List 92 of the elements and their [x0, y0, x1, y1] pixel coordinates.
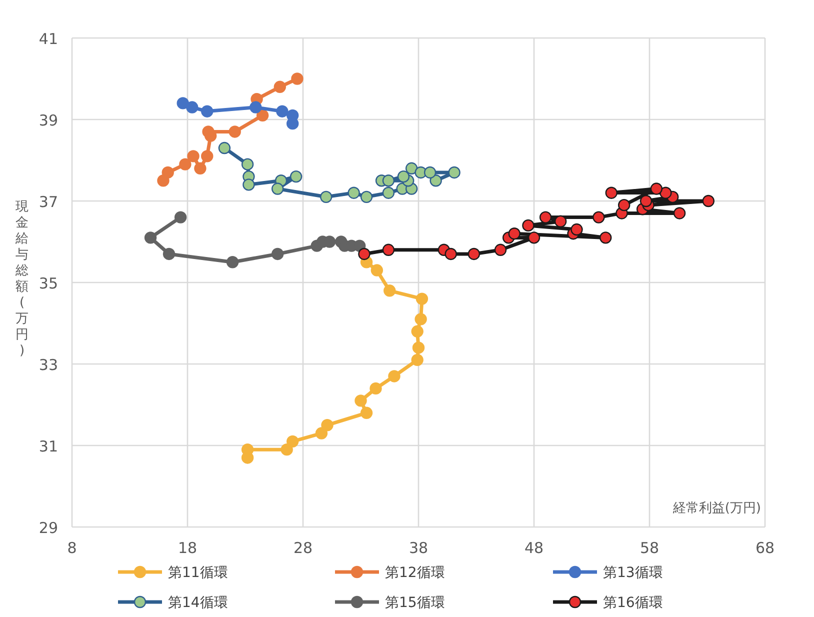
point — [321, 419, 334, 432]
point — [271, 182, 284, 195]
point — [202, 126, 214, 138]
y-tick-label: 39 — [38, 112, 58, 130]
point — [280, 443, 293, 456]
point — [414, 313, 427, 326]
point — [411, 354, 424, 366]
point — [290, 170, 302, 183]
point — [320, 190, 332, 204]
point — [508, 228, 520, 240]
point — [315, 427, 328, 440]
point — [640, 194, 652, 208]
point — [448, 166, 460, 179]
point — [522, 219, 534, 232]
point — [370, 382, 382, 395]
point — [468, 248, 480, 260]
point — [276, 105, 288, 118]
legend-label: 第13循環 — [603, 565, 663, 581]
point — [201, 150, 214, 162]
point — [176, 97, 189, 110]
point — [370, 264, 384, 276]
point — [174, 211, 187, 224]
point — [194, 162, 206, 174]
point — [554, 215, 567, 228]
point — [650, 182, 663, 195]
y-tick-label: 35 — [38, 274, 58, 292]
point — [600, 232, 612, 244]
point — [388, 370, 400, 382]
point — [348, 186, 360, 199]
x-tick-label: 8 — [67, 539, 77, 557]
y-tick-label: 31 — [38, 438, 58, 456]
x-tick-label: 58 — [640, 539, 660, 557]
point — [416, 292, 428, 305]
legend-label: 第12循環 — [385, 565, 445, 581]
legend-label: 第14循環 — [168, 595, 228, 611]
point — [397, 170, 410, 183]
point — [494, 244, 507, 256]
point — [592, 211, 605, 224]
point — [241, 158, 254, 170]
y-tick-label: 33 — [38, 356, 58, 374]
x-tick-label: 48 — [524, 539, 544, 557]
point — [201, 105, 214, 118]
legend-label: 第16循環 — [603, 595, 663, 611]
point — [218, 142, 231, 154]
x-axis-title: 経常利益(万円) — [672, 501, 761, 516]
y-tick-label: 29 — [38, 519, 58, 537]
point — [618, 198, 630, 212]
point — [228, 126, 241, 138]
point — [354, 394, 367, 407]
legend-label: 第11循環 — [168, 565, 228, 581]
point — [179, 158, 192, 170]
point — [256, 109, 269, 122]
point — [186, 101, 198, 114]
point — [605, 186, 618, 199]
y-tick-label: 37 — [38, 193, 58, 211]
point — [444, 248, 457, 260]
point — [162, 248, 176, 260]
point — [412, 342, 425, 354]
point — [384, 284, 396, 297]
point — [360, 406, 373, 419]
point — [358, 248, 370, 260]
x-tick-label: 68 — [755, 539, 775, 557]
point — [226, 256, 239, 268]
x-tick-label: 28 — [293, 539, 313, 557]
point — [144, 232, 157, 244]
point — [539, 211, 552, 224]
point — [660, 186, 672, 199]
point — [291, 72, 304, 85]
text: 現金給与総額(万円) — [16, 200, 28, 358]
point — [570, 223, 583, 236]
point — [271, 248, 284, 260]
point — [430, 174, 442, 187]
point — [286, 435, 299, 448]
point — [702, 194, 715, 208]
point — [360, 190, 373, 204]
point — [274, 80, 286, 93]
point — [673, 207, 686, 220]
point — [411, 325, 424, 338]
point — [250, 101, 262, 114]
point — [382, 244, 395, 256]
point — [405, 162, 418, 174]
point — [382, 186, 395, 199]
x-tick-label: 38 — [408, 539, 428, 557]
point — [382, 174, 395, 187]
legend-label: 第15循環 — [385, 595, 445, 611]
point — [187, 150, 200, 162]
y-tick-label: 41 — [38, 30, 58, 48]
point — [162, 166, 174, 179]
point — [528, 232, 540, 244]
point — [242, 178, 255, 191]
x-tick-label: 18 — [178, 539, 198, 557]
point — [424, 166, 436, 179]
